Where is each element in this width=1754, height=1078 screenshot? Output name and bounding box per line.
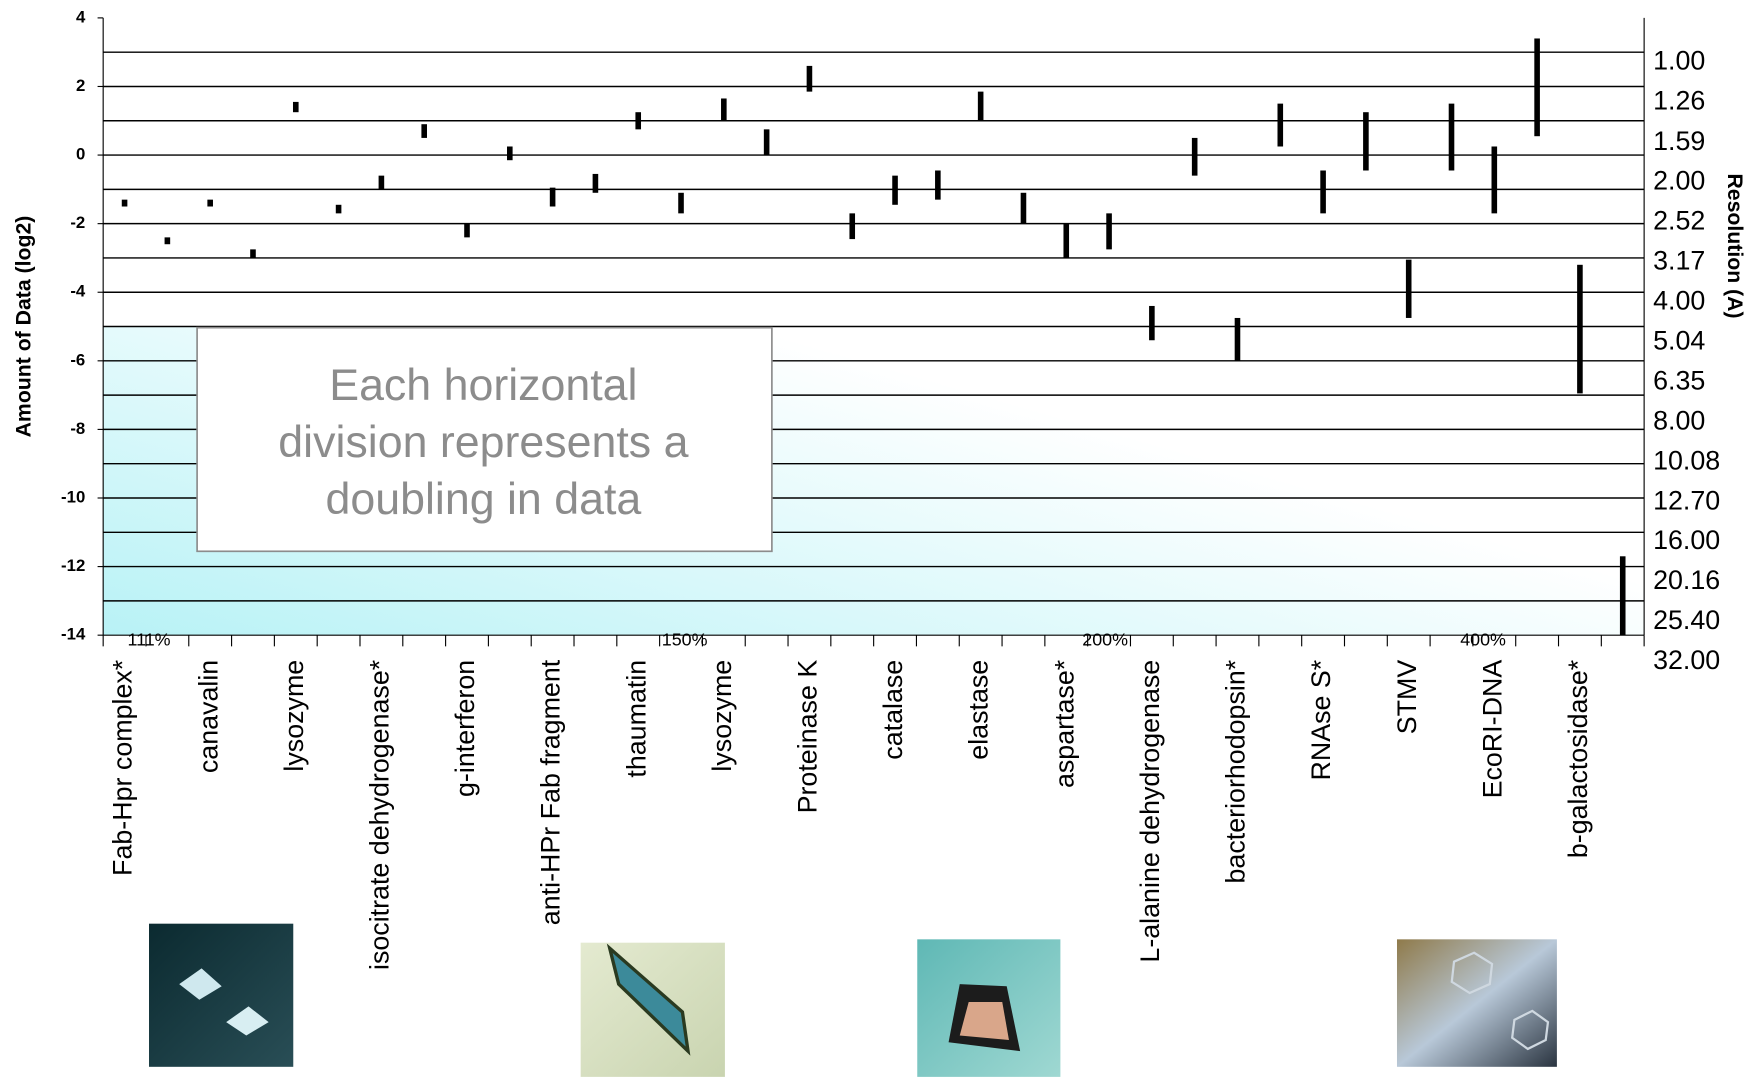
- x-tick-label: bacteriorhodopsin*: [1221, 659, 1251, 883]
- percent-label: 150%: [662, 629, 708, 649]
- x-tick-label: catalase: [878, 660, 908, 760]
- range-bar: [1406, 260, 1412, 318]
- range-bar: [122, 200, 128, 207]
- range-bar: [1320, 170, 1326, 213]
- x-tick-label: b-galactosidase*: [1563, 659, 1593, 858]
- y-tick-label: -8: [70, 419, 85, 438]
- y-tick-label: -12: [61, 556, 85, 575]
- percent-label: 111%: [127, 629, 170, 649]
- crystal-photo: [149, 924, 293, 1067]
- y2-tick-label: 3.17: [1653, 245, 1705, 275]
- range-bar: [464, 224, 470, 238]
- range-bar: [1277, 104, 1283, 147]
- y2-tick-label: 16.00: [1653, 525, 1720, 555]
- y2-tick-label: 32.00: [1653, 645, 1720, 675]
- x-tick-label: elastase: [964, 660, 994, 760]
- y-tick-label: 2: [76, 76, 85, 95]
- y-tick-label: -10: [61, 487, 85, 506]
- x-tick-label: Proteinase K: [793, 660, 823, 814]
- y2-tick-label: 12.70: [1653, 485, 1720, 515]
- range-bar: [379, 176, 385, 190]
- x-tick-label: STMV: [1392, 660, 1422, 735]
- y-tick-label: 4: [76, 7, 86, 26]
- y2-tick-label: 25.40: [1653, 605, 1720, 635]
- chart: Amount of Data (log2) Resolution (A) 420…: [0, 0, 1754, 1078]
- x-tick-label: RNAse S*: [1306, 659, 1336, 780]
- range-bar: [507, 146, 513, 160]
- y2-tick-label: 1.00: [1653, 46, 1705, 76]
- range-bar: [1577, 265, 1583, 394]
- range-bar: [892, 176, 898, 205]
- range-bar: [1021, 193, 1027, 224]
- range-bar: [935, 170, 941, 199]
- range-bar: [550, 188, 556, 207]
- percent-label: 200%: [1082, 629, 1128, 649]
- y2-tick-label: 8.00: [1653, 405, 1705, 435]
- y2-tick-label: 4.00: [1653, 285, 1705, 315]
- range-bar: [1492, 146, 1498, 213]
- x-tick-label: EcoRI-DNA: [1477, 660, 1507, 799]
- x-tick-label: isocitrate dehydrogenase*: [364, 659, 394, 970]
- range-bar: [207, 200, 213, 207]
- x-tick-label: aspartase*: [1049, 659, 1079, 788]
- range-bar: [1363, 112, 1369, 170]
- y-axis-title: Amount of Data (log2): [11, 216, 35, 438]
- y2-tick-label: 5.04: [1653, 325, 1705, 355]
- y2-tick-label: 2.00: [1653, 166, 1705, 196]
- range-bar: [1192, 138, 1198, 176]
- photos: [149, 924, 1557, 1077]
- y2-tick-label: 1.26: [1653, 86, 1705, 116]
- range-bar: [1106, 213, 1112, 249]
- range-bar: [1235, 318, 1241, 361]
- x-tick-label: g-interferon: [450, 660, 480, 797]
- range-bar: [165, 237, 171, 244]
- range-bar: [978, 92, 984, 121]
- range-bar: [1534, 38, 1540, 136]
- range-bar: [635, 112, 641, 129]
- range-bar: [593, 174, 599, 193]
- x-tick-label: L-alanine dehydrogenase: [1135, 660, 1165, 963]
- y2-tick-label: 10.08: [1653, 445, 1720, 475]
- y2-tick-label: 2.52: [1653, 206, 1705, 236]
- y-tick-label: -6: [70, 350, 85, 369]
- x-tick-label: Fab-Hpr complex*: [108, 659, 138, 876]
- x-tick-label: canavalin: [193, 660, 223, 773]
- range-bar: [1149, 306, 1155, 340]
- percent-label: 400%: [1460, 629, 1506, 649]
- range-bar: [421, 124, 427, 138]
- range-bar: [336, 205, 342, 214]
- range-bar: [764, 129, 770, 155]
- y2-tick-label: 20.16: [1653, 565, 1720, 595]
- annotation-text: division represents a: [278, 418, 688, 467]
- range-bar: [250, 249, 256, 258]
- range-bar: [1063, 224, 1069, 258]
- range-bar: [678, 193, 684, 214]
- range-bar: [1620, 556, 1626, 635]
- range-bar: [293, 102, 299, 112]
- y-tick-label: -14: [61, 625, 86, 644]
- x-tick-label: lysozyme: [279, 660, 309, 772]
- y2-tick-label: 1.59: [1653, 126, 1705, 156]
- range-bar: [721, 98, 727, 120]
- y-tick-label: -4: [70, 282, 86, 301]
- y-tick-label: -2: [70, 213, 85, 232]
- range-bar: [807, 66, 813, 92]
- annotation-text: Each horizontal: [329, 361, 637, 410]
- x-tick-label: thaumatin: [621, 660, 651, 778]
- x-tick-label: anti-HPr Fab fragment: [536, 659, 566, 925]
- y2-axis-title: Resolution (A): [1723, 173, 1747, 318]
- crystal-photo: [1397, 939, 1557, 1066]
- annotation-text: doubling in data: [325, 475, 641, 524]
- range-bar: [1449, 104, 1455, 171]
- range-bar: [849, 213, 855, 239]
- y2-tick-label: 6.35: [1653, 365, 1705, 395]
- y-tick-label: 0: [76, 145, 85, 164]
- x-tick-label: lysozyme: [707, 660, 737, 772]
